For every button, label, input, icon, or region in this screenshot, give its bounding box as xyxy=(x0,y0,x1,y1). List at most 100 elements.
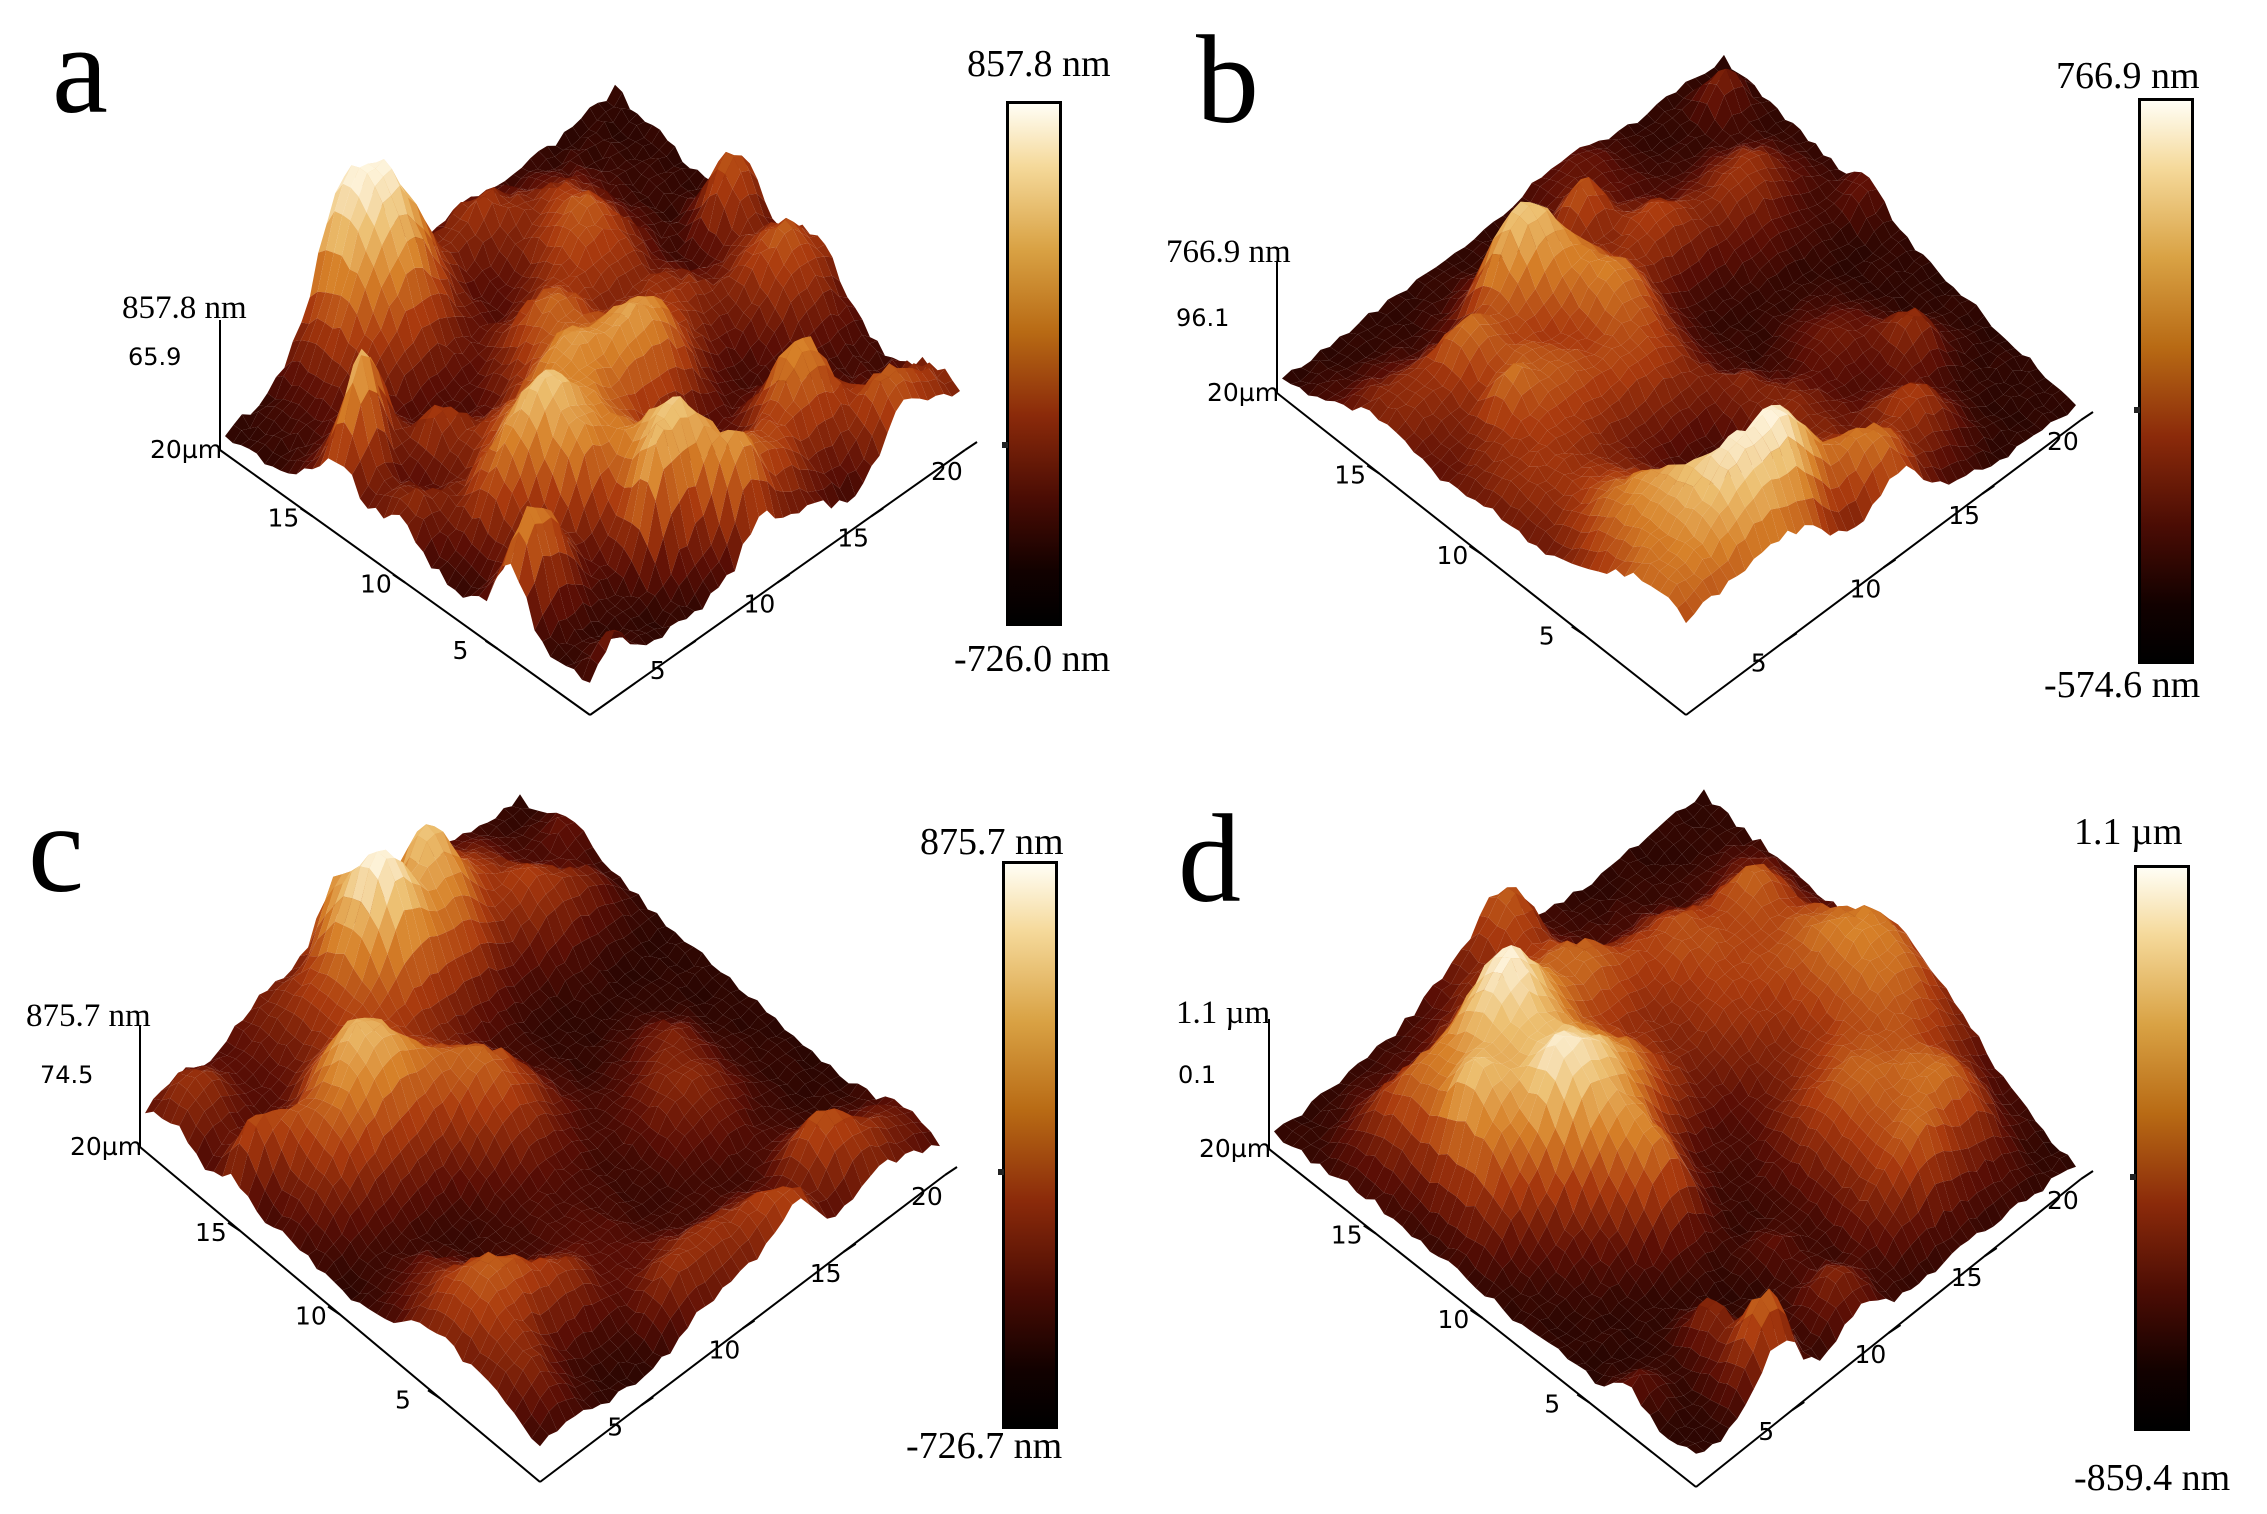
y-tick-mark xyxy=(1571,625,1585,636)
z-axis-mid-label: 0.1 xyxy=(1178,1061,1217,1089)
axes: 5 10 15 5 10 15 20 20µm xyxy=(1207,262,2094,716)
panel-letter: b xyxy=(1196,11,1259,150)
y-tick-label: 15 xyxy=(1334,461,1366,490)
colorbar-tick xyxy=(2130,1174,2136,1180)
colorbar-max-label: 875.7 nm xyxy=(920,821,1064,863)
colorbar-max-label: 1.1 µm xyxy=(2074,811,2183,853)
panel-letter: d xyxy=(1178,790,1241,929)
x-tick-mark xyxy=(1984,1247,1998,1257)
panel-letter: a xyxy=(52,1,108,140)
x-tick-label: 15 xyxy=(1951,1263,1983,1292)
x-tick-label: 5 xyxy=(1751,648,1767,677)
x-tick-mark xyxy=(1791,1401,1805,1411)
afm-surface-b: 5 10 15 5 10 15 20 20µm xyxy=(1207,54,2094,716)
y-tick-label: 15 xyxy=(268,503,300,532)
x-tick-mark xyxy=(843,1242,857,1253)
x-tick-label: 10 xyxy=(744,590,776,619)
z-axis-mid-label: 65.9 xyxy=(128,343,182,371)
height-colorbar xyxy=(2138,98,2194,664)
y-tick-label: 15 xyxy=(195,1218,227,1247)
height-colorbar xyxy=(2134,865,2190,1431)
colorbar-min-label: -859.4 nm xyxy=(2074,1457,2231,1499)
height-colorbar xyxy=(1002,861,1058,1429)
y-tick-label: 10 xyxy=(295,1302,327,1331)
x-tick-mark xyxy=(1882,558,1897,569)
axes: 5 10 15 5 10 15 20 20µm xyxy=(1199,1019,2094,1488)
x-tick-label: 15 xyxy=(810,1259,842,1288)
colorbar-min-label: -574.6 nm xyxy=(2044,664,2201,706)
x-tick-mark xyxy=(1981,484,1995,495)
afm-panel-d: 5 10 15 5 10 15 20 20µm d 1.1 µm 0.1 1.1 µm -85… xyxy=(1134,757,2267,1514)
y-tick-label: 5 xyxy=(453,636,469,665)
x-tick-label: 5 xyxy=(1758,1417,1774,1446)
x-tick-mark xyxy=(870,507,884,518)
x-tick-mark xyxy=(683,639,697,650)
x-tick-mark xyxy=(944,1166,958,1176)
y-tick-mark xyxy=(1469,1309,1484,1319)
y-tick-mark xyxy=(327,1305,341,1316)
axis-unit-label: 20µm xyxy=(150,435,222,464)
afm-surface-a: 5 10 15 5 10 15 20 20µm xyxy=(150,84,978,716)
y-tick-mark xyxy=(299,507,314,518)
z-axis-max-label: 766.9 nm xyxy=(1166,234,1291,270)
colorbar-tick xyxy=(1002,442,1008,448)
axes: 5 10 15 5 10 15 20 20µm xyxy=(70,1025,958,1483)
x-tick-label: 15 xyxy=(837,523,869,552)
x-tick-mark xyxy=(1887,1324,1902,1334)
x-tick-label: 20 xyxy=(2047,427,2079,456)
y-tick-mark xyxy=(427,1389,441,1400)
colorbar-max-label: 857.8 nm xyxy=(967,43,1111,85)
x-tick-mark xyxy=(2080,411,2094,421)
y-tick-label: 10 xyxy=(360,570,392,599)
colorbar-tick xyxy=(2134,407,2140,413)
colorbar-min-label: -726.7 nm xyxy=(906,1425,1063,1467)
y-tick-label: 5 xyxy=(395,1385,411,1414)
x-tick-mark xyxy=(964,441,978,451)
y-tick-mark xyxy=(1363,1224,1377,1235)
z-axis-mid-label: 96.1 xyxy=(1176,304,1230,332)
y-tick-label: 10 xyxy=(1437,541,1469,570)
colorbar-min-label: -726.0 nm xyxy=(954,638,1111,680)
colorbar-max-label: 766.9 nm xyxy=(2056,55,2200,97)
afm-panel-b: 5 10 15 5 10 15 20 20µm b 766.9 nm 96.1 766.9 n… xyxy=(1134,0,2267,757)
y-tick-mark xyxy=(227,1221,241,1232)
z-axis-max-label: 857.8 nm xyxy=(122,290,247,326)
x-tick-label: 20 xyxy=(911,1182,943,1211)
x-tick-label: 15 xyxy=(1948,501,1980,530)
x-tick-label: 10 xyxy=(1850,575,1882,604)
afm-surface-d: 5 10 15 5 10 15 20 20µm xyxy=(1199,789,2094,1488)
y-tick-mark xyxy=(1366,464,1380,475)
panel-letter: c xyxy=(28,780,84,919)
y-tick-label: 5 xyxy=(1544,1390,1560,1419)
x-tick-label: 20 xyxy=(931,457,963,486)
x-tick-label: 10 xyxy=(1855,1340,1887,1369)
x-tick-mark xyxy=(1784,632,1798,643)
y-tick-label: 15 xyxy=(1331,1221,1363,1250)
x-tick-label: 5 xyxy=(650,656,666,685)
z-axis-mid-label: 74.5 xyxy=(40,1061,94,1089)
colorbar-tick xyxy=(998,1169,1004,1175)
x-tick-label: 5 xyxy=(607,1412,623,1441)
afm-surface-c: 5 10 15 5 10 15 20 20µm xyxy=(70,794,958,1483)
y-tick-mark xyxy=(392,573,406,584)
x-tick-mark xyxy=(2080,1170,2094,1180)
y-tick-label: 10 xyxy=(1438,1305,1470,1334)
x-tick-mark xyxy=(640,1396,654,1407)
z-axis-max-label: 1.1 µm xyxy=(1176,995,1271,1031)
x-tick-mark xyxy=(741,1319,756,1330)
axis-unit-label: 20µm xyxy=(1207,378,1279,407)
y-tick-mark xyxy=(1576,1393,1590,1404)
afm-panel-a: 5 10 15 5 10 15 20 20µm a 857.8 nm 65.9 857.8 n… xyxy=(0,0,1133,757)
afm-panel-c: 5 10 15 5 10 15 20 20µm c 875.7 nm 74.5 875.7 n… xyxy=(0,757,1133,1514)
axis-unit-label: 20µm xyxy=(70,1132,142,1161)
y-tick-mark xyxy=(1468,545,1483,555)
height-colorbar xyxy=(1006,101,1062,626)
z-axis-max-label: 875.7 nm xyxy=(26,998,151,1034)
axis-unit-label: 20µm xyxy=(1199,1134,1271,1163)
x-tick-mark xyxy=(776,573,791,584)
x-tick-label: 10 xyxy=(709,1336,741,1365)
axes: 5 10 15 5 10 15 20 20µm xyxy=(150,320,978,716)
y-tick-mark xyxy=(484,639,499,650)
y-tick-label: 5 xyxy=(1539,622,1555,651)
x-tick-label: 20 xyxy=(2047,1186,2079,1215)
